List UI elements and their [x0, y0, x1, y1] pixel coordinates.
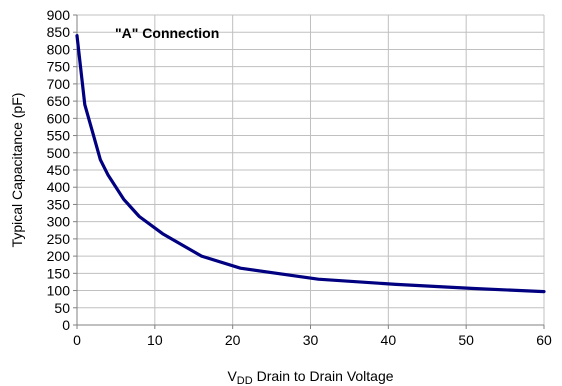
x-axis-label-prefix: V: [227, 368, 237, 384]
y-tick-label: 750: [47, 59, 71, 75]
x-axis-label: VDD Drain to Drain Voltage: [227, 368, 393, 386]
y-axis-label: Typical Capacitance (pF): [9, 93, 25, 248]
y-tick-label: 600: [47, 110, 71, 126]
x-axis-label-suffix: Drain to Drain Voltage: [253, 368, 394, 384]
y-tick-label: 150: [47, 265, 71, 281]
series-line-0: [75, 34, 546, 294]
x-tick-label: 20: [225, 332, 241, 348]
x-tick-label: 10: [147, 332, 163, 348]
x-tick-label: 40: [381, 332, 397, 348]
y-tick-label: 900: [47, 7, 71, 23]
y-tick-label: 700: [47, 76, 71, 92]
y-tick-label: 100: [47, 283, 71, 299]
y-tick-label: 400: [47, 179, 71, 195]
series-layer: [75, 34, 546, 294]
y-tick-label: 200: [47, 248, 71, 264]
y-tick-label: 650: [47, 93, 71, 109]
x-axis-label-subscript: DD: [237, 375, 253, 386]
x-tick-label: 0: [73, 332, 81, 348]
x-tick-label: 30: [303, 332, 319, 348]
y-tick-label: 450: [47, 162, 71, 178]
y-tick-label: 300: [47, 214, 71, 230]
y-tick-label: 800: [47, 41, 71, 57]
y-tick-label: 50: [54, 300, 70, 316]
y-tick-label: 350: [47, 196, 71, 212]
annotation-label: "A" Connection: [115, 25, 219, 41]
y-tick-label: 250: [47, 231, 71, 247]
axes: [73, 14, 545, 329]
y-tick-label: 0: [62, 317, 70, 333]
grid: [77, 14, 545, 325]
y-tick-label: 550: [47, 128, 71, 144]
y-tick-label: 850: [47, 24, 71, 40]
labels: 0 10 20 30 40 50 60050100150200250300350400450…: [9, 7, 552, 386]
y-tick-label: 500: [47, 145, 71, 161]
x-tick-label: 60: [536, 332, 552, 348]
x-tick-label: 50: [458, 332, 474, 348]
